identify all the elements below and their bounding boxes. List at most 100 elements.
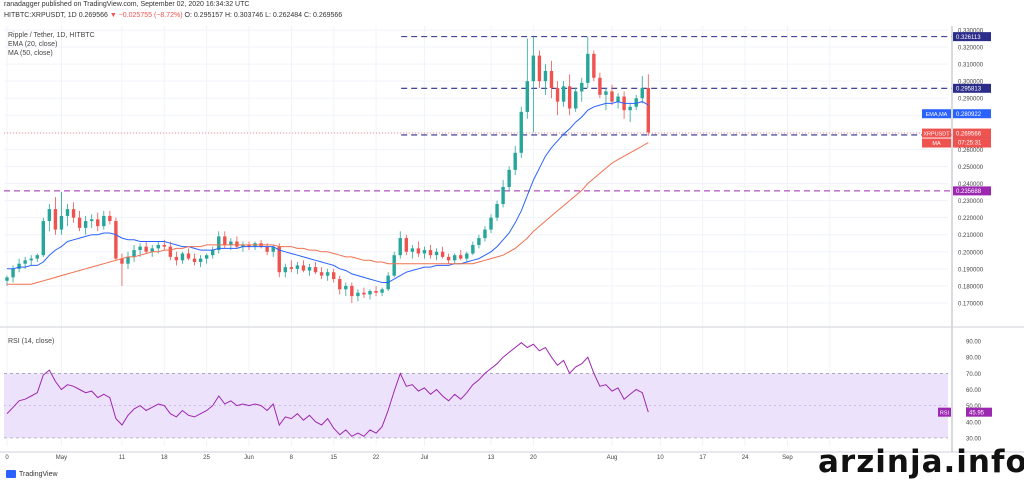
candle-body [410,248,415,252]
candle-body [77,217,82,228]
price-tick-label: 0.320000 [958,46,984,52]
candle-body [150,248,154,252]
close-value: C: 0.269566 [304,12,343,19]
indicator-badge-tag [922,128,951,138]
tradingview-logo[interactable]: TradingView [6,470,58,478]
candle-body [604,91,608,95]
candle-body [180,253,185,261]
time-tick-label: 0 [5,455,9,461]
ema-line [7,101,649,283]
candle-body [477,238,481,245]
last-price: 0.269566 [78,12,108,19]
candle-body [313,267,318,273]
candle-body [271,246,275,252]
low-value: L: 0.262484 [265,12,303,19]
candle-body [144,246,148,252]
rsi-tick-label: 60.00 [966,388,982,394]
candle-body [35,255,39,259]
candle-body [555,88,560,102]
candle-body [102,215,106,227]
countdown-box [953,137,991,147]
rsi-tick-label: 30.00 [966,436,982,442]
price-tick-label: 0.330000 [958,29,984,35]
candle-body [495,204,499,218]
candle-body [265,246,269,252]
high-value: H: 0.303746 [224,12,264,19]
candle-body [598,77,602,95]
level-badge-box [953,186,991,196]
candle-body [640,88,644,99]
candle-body [350,285,354,297]
price-badges: 0.3261130.2958130.2684780.235688EMA,MA0.… [922,32,992,417]
time-tick-label: Aug [607,455,618,461]
candle-body [223,236,227,245]
candle-body [398,238,402,256]
candle-body [11,268,15,278]
candle-body [362,292,366,295]
candle-body [168,246,173,257]
time-tick-label: 11 [119,455,126,461]
level-badge-value: 0.295813 [956,87,982,93]
candle-body [537,55,542,82]
candle-body [428,250,433,256]
price-tick-label: 0.180000 [958,284,984,290]
rsi-tick-label: 80.00 [966,356,982,362]
time-tick-label: 10 [657,455,664,461]
time-tick-label: 24 [742,455,749,461]
candle-body [404,238,408,252]
rsi-line [6,342,649,437]
candle-body [422,250,427,254]
horizontal-levels [4,36,952,192]
candle-body [646,88,650,133]
candle-body [374,291,378,293]
ma-line [7,142,649,285]
candle-body [459,255,463,259]
indicator-badge-box [953,128,991,138]
rsi-value: 45.95 [969,410,985,416]
candle-body [525,81,529,112]
time-tick-label: 25 [203,455,210,461]
candle-body [489,217,493,230]
candle-body [616,96,620,102]
candle-body [549,70,554,88]
candle-body [217,236,221,251]
indicator-badge-tag-label: EMA,MA [926,112,948,118]
candle-body [204,255,209,259]
candle-body [114,221,118,259]
time-tick-label: 15 [330,455,337,461]
candle-body [338,279,342,290]
candle-body [65,209,70,216]
candle-body [440,251,445,257]
candle-body [307,267,312,271]
time-tick-label: 8 [290,455,294,461]
rsi-tick-label: 90.00 [966,340,982,346]
candle-body [83,221,88,228]
candle-body [567,86,572,109]
candle-body [120,258,124,264]
candle-body [301,265,306,271]
tradingview-text: TradingView [19,470,58,478]
candle-body [392,255,396,276]
candle-body [235,241,239,247]
price-tick-label: 0.250000 [958,165,984,171]
candle-body [283,267,287,273]
candle-body [126,256,130,264]
level-badge-value: 0.326113 [956,35,981,41]
price-tick-label: 0.200000 [958,250,984,256]
indicator-badge-tag-label: XRPUSDT [923,131,950,137]
candle-body [580,82,584,92]
candle-body [17,263,21,269]
candle-body [325,272,330,276]
candle-body [96,219,100,227]
time-tick-label: Jun [244,455,254,461]
candle-body [610,91,614,102]
indicator-badge-box [953,109,991,119]
candle-body [156,244,160,249]
candle-body [434,251,439,256]
candle-body [186,253,191,259]
candle-body [198,258,203,262]
candle-body [211,250,215,256]
candle-body [162,244,166,247]
candle-body [574,91,578,109]
